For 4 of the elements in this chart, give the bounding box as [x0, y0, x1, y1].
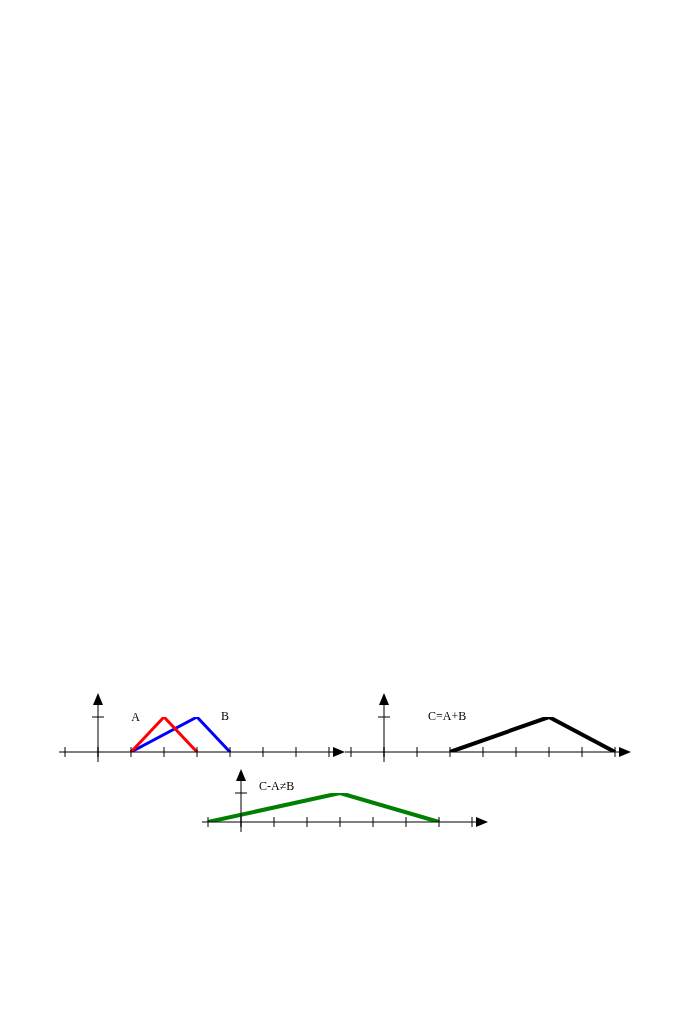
series-label: B: [221, 709, 230, 724]
series-label: A: [131, 710, 141, 725]
series-label: C=A+B: [428, 709, 467, 724]
series-label: C-A≠B: [259, 779, 295, 794]
